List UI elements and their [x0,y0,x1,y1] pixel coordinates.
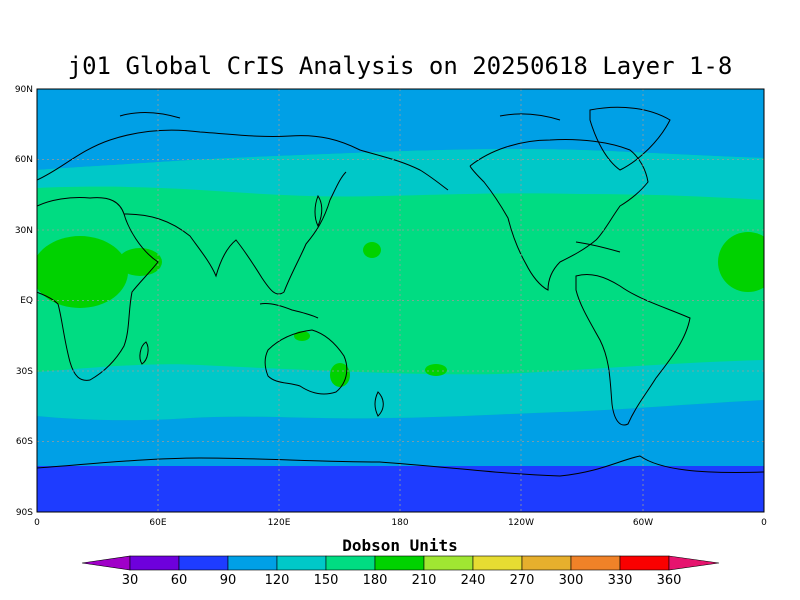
lat-tick-90s: 90S [16,508,33,518]
colorbar-label: 180 [363,573,388,588]
max-indian [294,331,310,341]
max-australia [330,363,350,387]
colorbar-swatch [521,555,572,571]
lat-tick-eq: EQ [20,296,33,306]
lon-tick-60w: 60W [633,518,653,528]
colorbar-label: 210 [412,573,437,588]
lon-tick-180: 180 [391,518,408,528]
lon-tick-120e: 120E [268,518,291,528]
colorbar-title: Dobson Units [342,536,458,555]
lon-tick-60e: 60E [149,518,166,528]
lon-axis: 0 60E 120E 180 120W 60W 0 [34,518,767,528]
colorbar-swatch [423,555,474,571]
band-south-90-120 [37,400,764,470]
colorbar-swatch [178,555,229,571]
lat-tick-30n: 30N [15,226,33,236]
coast-nz [374,391,384,417]
colorbar-label: 90 [220,573,237,588]
coast-asia-east [123,171,347,295]
colorbar-swatch [276,555,327,571]
map-title: j01 Global CrIS Analysis on 20250618 Lay… [67,52,733,80]
colorbar-label: 330 [608,573,633,588]
coast-eurasia-north [37,129,449,191]
coast-antarctica [37,455,764,477]
max-atlantic [718,232,764,292]
colorbar: 30 60 90 120 150 180 210 240 270 300 330 360 [81,555,720,588]
max-africa [37,236,128,308]
coast-australia [264,329,348,395]
lon-tick-120w: 120W [508,518,534,528]
band-north-120-150 [37,149,764,200]
coast-arctic-islands [119,111,561,121]
band-north-90-120 [37,89,764,170]
colorbar-label: 60 [171,573,188,588]
colorbar-swatch [619,555,670,571]
coast-madagascar [139,341,149,365]
lat-tick-60n: 60N [15,155,33,165]
lon-tick-0-right: 0 [761,518,767,528]
coast-north-america [469,139,649,291]
colorbar-swatch [227,555,278,571]
colorbar-arrow-high [668,555,720,571]
max-arabia [118,248,162,276]
max-pacific [363,242,381,258]
colorbar-label: 270 [510,573,535,588]
colorbar-label: 30 [122,573,139,588]
max-south-pacific [425,364,447,376]
colorbar-label: 240 [461,573,486,588]
lat-axis: 90N 60N 30N EQ 30S 60S 90S [15,85,33,518]
colorbar-swatch [472,555,523,571]
graticule [37,89,764,512]
coast-indonesia [259,303,319,319]
lat-tick-30s: 30S [16,367,33,377]
colorbar-label: 300 [559,573,584,588]
colorbar-swatch [570,555,621,571]
coast-greenland [589,106,671,171]
coast-caribbean [575,241,621,253]
lon-tick-0-left: 0 [34,518,40,528]
colorbar-label: 360 [657,573,682,588]
band-south-60-90 [37,466,764,512]
colorbar-label: 120 [265,573,290,588]
colorbar-swatch [325,555,376,571]
coastlines [37,106,764,477]
colorbar-label: 150 [314,573,339,588]
coast-japan [314,194,323,228]
map-frame [36,88,765,513]
band-south-120-150 [37,360,764,421]
lat-tick-90n: 90N [15,85,33,95]
colorbar-swatch [129,555,180,571]
colorbar-swatch [374,555,425,571]
coast-africa [37,197,159,381]
lat-tick-60s: 60S [16,437,33,447]
colorbar-arrow-low [81,555,131,571]
coast-south-america [575,273,691,426]
